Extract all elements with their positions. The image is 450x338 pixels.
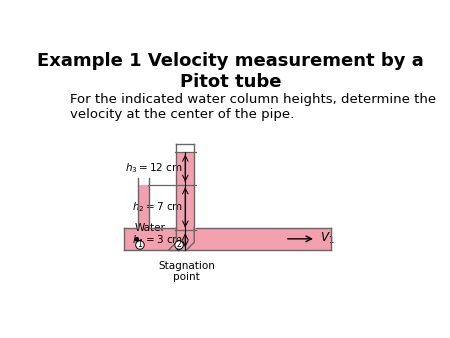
Text: Water: Water bbox=[135, 223, 166, 234]
Text: For the indicated water column heights, determine the
velocity at the center of : For the indicated water column heights, … bbox=[70, 93, 436, 121]
Text: 2: 2 bbox=[177, 241, 181, 249]
Bar bbox=[176, 152, 194, 250]
Text: 1: 1 bbox=[138, 241, 142, 249]
Bar bbox=[138, 185, 149, 250]
Text: $V_1$: $V_1$ bbox=[320, 231, 334, 246]
Text: $h_1 = 3$ cm: $h_1 = 3$ cm bbox=[132, 233, 183, 247]
Text: Example 1 Velocity measurement by a
Pitot tube: Example 1 Velocity measurement by a Pito… bbox=[37, 52, 424, 91]
Text: Stagnation
point: Stagnation point bbox=[158, 261, 215, 282]
Text: $h_2 = 7$ cm: $h_2 = 7$ cm bbox=[132, 200, 183, 214]
Bar bbox=[125, 228, 331, 250]
Text: $h_3 = 12$ cm: $h_3 = 12$ cm bbox=[125, 161, 183, 175]
Circle shape bbox=[136, 241, 144, 249]
Circle shape bbox=[175, 241, 183, 249]
